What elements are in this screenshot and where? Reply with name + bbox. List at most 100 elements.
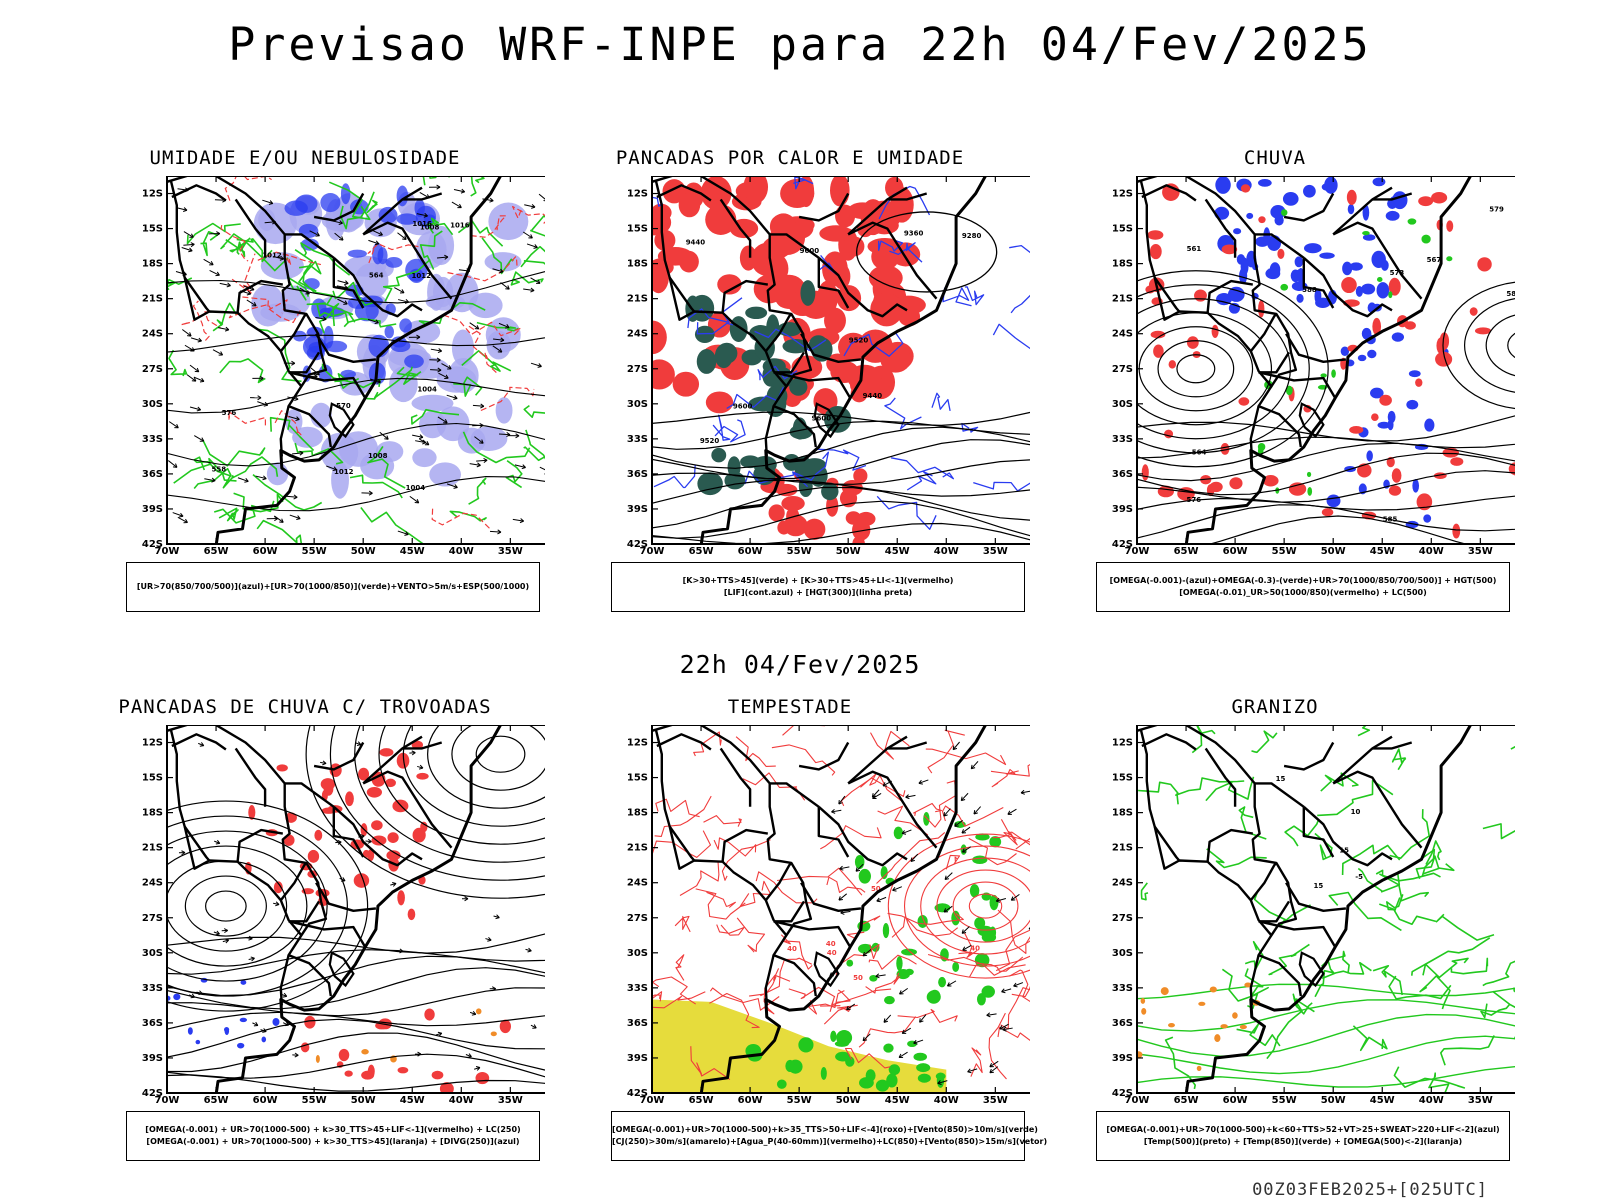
map-frame: 50 40 40 50 40 40 12S 15S 18S 21S 24S 27S 30S 33S 36S 3… <box>610 725 1030 1106</box>
contour-label: 582 <box>1506 290 1515 298</box>
lat-tick-label: 30S <box>627 399 648 410</box>
lat-tick-label: 33S <box>627 983 648 994</box>
main-title: Previsao WRF-INPE para 22h 04/Fev/2025 <box>228 18 1372 71</box>
legend-line-2: [Temp(500)](preto) + [Temp(850)](verde) … <box>1143 1137 1463 1146</box>
lon-tick-label: 55W <box>787 546 812 557</box>
lat-tick-label: 24S <box>627 329 648 340</box>
lat-tick-label: 36S <box>1112 469 1133 480</box>
lon-tick-label: 50W <box>836 546 861 557</box>
contour-label: 573 <box>1390 269 1405 277</box>
panel-title: UMIDADE E/OU NEBULOSIDADE <box>149 147 461 169</box>
panel-title: GRANIZO <box>1231 696 1319 718</box>
lat-tick-label: 24S <box>142 878 163 889</box>
contour-label: 50 <box>853 974 863 982</box>
legend-box: [UR>70(850/700/500)](azul)+[UR>70(1000/8… <box>126 562 540 612</box>
legend-line-1: [K>30+TTS>45](verde) + [K>30+TTS>45+LI<-… <box>682 576 954 585</box>
lat-tick-label: 12S <box>142 189 163 200</box>
lon-tick-label: 60W <box>738 1095 763 1106</box>
lon-tick-label: 70W <box>1125 1095 1150 1106</box>
panel-umidade: UMIDADE E/OU NEBULOSIDADE 1008 1012 1016 10… <box>85 147 545 645</box>
lat-tick-label: 27S <box>627 364 648 375</box>
lat-tick-label: 24S <box>1112 329 1133 340</box>
lat-tick-label: 27S <box>1112 364 1133 375</box>
lat-tick-label: 33S <box>142 434 163 445</box>
legend-box: [K>30+TTS>45](verde) + [K>30+TTS>45+LI<-… <box>611 562 1025 612</box>
lat-tick-label: 18S <box>1112 259 1133 270</box>
lon-tick-label: 65W <box>204 546 229 557</box>
lon-tick-label: 70W <box>155 546 180 557</box>
lon-tick-label: 50W <box>1321 546 1346 557</box>
lon-tick-label: 65W <box>689 546 714 557</box>
lon-tick-label: 60W <box>253 546 278 557</box>
lon-tick-label: 70W <box>155 1095 180 1106</box>
contour-label: 576 <box>222 409 237 417</box>
contour-label: -5 <box>1355 873 1363 881</box>
lat-tick-label: 12S <box>1112 189 1133 200</box>
lat-tick-label: 33S <box>142 983 163 994</box>
panel-pancadas-trovoadas: PANCADAS DE CHUVA C/ TROVOADAS 12S 15S 18S… <box>85 696 545 1194</box>
map-frame: 12S 15S 18S 21S 24S 27S 30S 33S 36S 39S 42S 70W 65W 6… <box>125 725 545 1106</box>
map-svg: 585 588 582 579 576 573 567 564 561 12S 15S 18S 21S 2… <box>1112 176 1515 557</box>
lon-tick-label: 35W <box>498 1095 523 1106</box>
lon-tick-label: 40W <box>934 546 959 557</box>
contour-label: 1004 <box>417 386 437 394</box>
contour-label: 585 <box>1383 515 1398 523</box>
lat-tick-label: 15S <box>627 773 648 784</box>
lat-tick-label: 21S <box>1112 294 1133 305</box>
contour-label: 15 <box>1313 882 1323 890</box>
lon-tick-label: 35W <box>983 1095 1008 1106</box>
lat-tick-label: 27S <box>627 913 648 924</box>
contour-label: 570 <box>336 402 351 410</box>
legend-line-1: [UR>70(850/700/500)](azul)+[UR>70(1000/8… <box>136 582 530 591</box>
lon-tick-label: 40W <box>1419 1095 1444 1106</box>
legend-line-1: [OMEGA(-0.001) + UR>70(1000-500) + k>30_… <box>145 1125 521 1134</box>
panel-title: PANCADAS POR CALOR E UMIDADE <box>615 147 965 169</box>
lat-tick-label: 15S <box>142 773 163 784</box>
lon-tick-label: 40W <box>934 1095 959 1106</box>
lon-tick-label: 40W <box>449 1095 474 1106</box>
panel-title: TEMPESTADE <box>727 696 853 718</box>
contour-label: 9440 <box>686 238 706 246</box>
contour-label: 558 <box>212 466 227 474</box>
lat-tick-label: 42S <box>1112 1088 1133 1099</box>
contour-label: 9360 <box>904 230 924 238</box>
contour-label: 579 <box>1489 205 1504 213</box>
legend-line-2: [LIF](cont.azul) + [HGT(300)](linha pret… <box>723 588 913 597</box>
map-svg: 1008 1012 1016 1004 1012 1012 1016 1004 1008 576 5… <box>142 176 545 557</box>
panel-pancadas-calor: PANCADAS POR CALOR E UMIDADE 9600 9600 960… <box>570 147 1030 645</box>
map-frame: 1008 1012 1016 1004 1012 1012 1016 1004 1008 576 5… <box>125 176 545 557</box>
legend-line-2: [OMEGA(-0.001) + UR>70(1000-500) + k>30_… <box>146 1137 520 1146</box>
lat-tick-label: 21S <box>627 294 648 305</box>
legend-line-2: [OMEGA(-0.01)_UR>50(1000/850)(vermelho) … <box>1179 588 1427 597</box>
contour-label: 9520 <box>700 437 720 445</box>
lon-tick-label: 45W <box>400 546 425 557</box>
lon-tick-label: 60W <box>1223 1095 1248 1106</box>
lat-tick-label: 27S <box>142 913 163 924</box>
lat-tick-label: 42S <box>142 1088 163 1099</box>
contour-label: 40 <box>827 949 837 957</box>
lat-tick-label: 36S <box>142 469 163 480</box>
lon-tick-label: 45W <box>885 1095 910 1106</box>
legend-line-1: [OMEGA(-0.001)+UR>70(1000-500)+k<60+TTS>… <box>1106 1125 1500 1134</box>
lat-tick-label: 36S <box>627 1018 648 1029</box>
contour-label: 9600 <box>733 402 753 410</box>
lat-tick-label: 30S <box>627 948 648 959</box>
contour-label: 40 <box>787 945 797 953</box>
lon-tick-label: 55W <box>787 1095 812 1106</box>
lon-tick-label: 50W <box>836 1095 861 1106</box>
map-layers: 1008 1012 1016 1004 1012 1012 1016 1004 1008 576 5… <box>167 176 545 544</box>
lat-tick-label: 42S <box>627 1088 648 1099</box>
lat-tick-label: 39S <box>142 1053 163 1064</box>
legend-line-2: [CJ(250)>30m/s](amarelo)+[Agua_P(40-60mm… <box>612 1137 1048 1146</box>
lon-tick-label: 50W <box>351 546 376 557</box>
contour-label: 564 <box>369 272 384 280</box>
lat-tick-label: 39S <box>142 504 163 515</box>
legend-line-1: [OMEGA(-0.001)+UR>70(1000-500)+k>35_TTS>… <box>612 1125 1038 1134</box>
lon-tick-label: 35W <box>498 546 523 557</box>
lat-tick-label: 39S <box>627 1053 648 1064</box>
contour-label: 40 <box>826 940 836 948</box>
